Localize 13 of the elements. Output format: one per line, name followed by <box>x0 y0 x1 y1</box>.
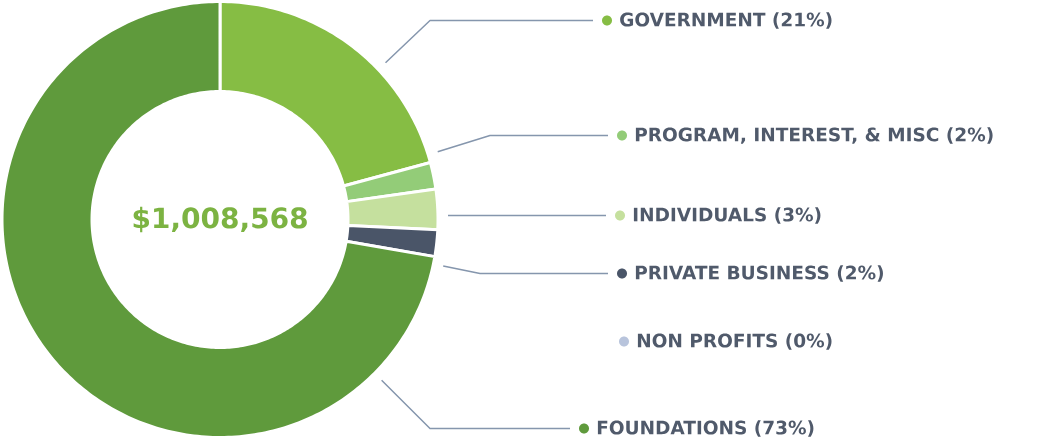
data-label: (21%) <box>773 12 832 29</box>
legend-label: PRIVATE BUSINESS <box>635 265 829 280</box>
legend-label: INDIVIDUALS <box>633 207 766 222</box>
data-label: (2%) <box>947 127 993 144</box>
data-label: (3%) <box>775 207 821 224</box>
data-label: (2%) <box>837 265 883 282</box>
legend-label: PROGRAM, INTEREST, & MISC <box>635 127 939 145</box>
legend-label: GOVERNMENT <box>620 12 766 27</box>
data-label: (73%) <box>755 420 814 437</box>
legend-label: FOUNDATIONS <box>597 420 746 435</box>
text: $1,008,568 <box>133 207 307 233</box>
legend-label: NON PROFITS <box>637 333 777 348</box>
text: (0%) <box>786 333 832 350</box>
